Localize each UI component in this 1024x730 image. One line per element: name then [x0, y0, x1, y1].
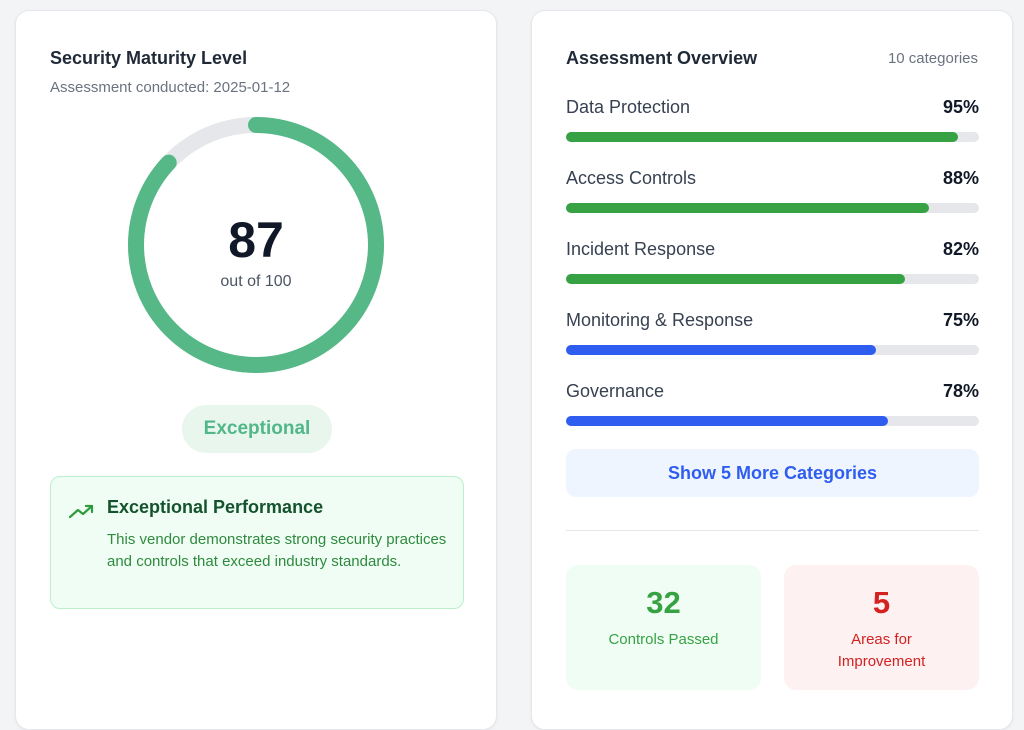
- stat-label: Areas for Improvement: [837, 631, 926, 670]
- stat-value: 5: [872, 585, 891, 620]
- callout-title: Exceptional Performance: [107, 497, 324, 517]
- score-ring: [128, 117, 384, 373]
- progress-track: [566, 203, 979, 213]
- stat-label: Controls Passed: [608, 631, 719, 648]
- category-label: Incident Response: [566, 239, 716, 259]
- trending-up-icon: [69, 504, 94, 519]
- progress-track: [566, 416, 979, 426]
- category-label: Data Protection: [566, 97, 691, 117]
- category-label: Monitoring & Response: [566, 310, 754, 330]
- stat-areas-for-improvement: 5 Areas for Improvement: [784, 565, 979, 690]
- progress-track: [566, 132, 979, 142]
- progress-track: [566, 274, 979, 284]
- progress-fill: [566, 274, 905, 284]
- card-title: Assessment Overview: [566, 48, 758, 68]
- divider: [566, 530, 979, 531]
- category-percent: 78%: [942, 381, 979, 401]
- security-maturity-card: Security Maturity Level Assessment condu…: [15, 10, 497, 730]
- card-title: Security Maturity Level: [50, 48, 248, 68]
- stat-value: 32: [646, 585, 681, 620]
- maturity-badge: Exceptional: [182, 405, 332, 453]
- ring-fill: [128, 117, 384, 373]
- show-more-categories-button[interactable]: Show 5 More Categories: [566, 449, 979, 497]
- category-count: 10 categories: [887, 50, 978, 67]
- score-max-label: out of 100: [220, 273, 292, 290]
- performance-callout: Exceptional Performance This vendor demo…: [50, 476, 464, 609]
- stat-controls-passed: 32 Controls Passed: [566, 565, 761, 690]
- score-value: 87: [228, 212, 284, 268]
- progress-fill: [566, 416, 889, 426]
- progress-track: [566, 345, 979, 355]
- category-label: Governance: [566, 381, 665, 401]
- category-percent: 95%: [942, 97, 979, 117]
- progress-fill: [566, 132, 959, 142]
- category-percent: 75%: [942, 310, 979, 330]
- progress-fill: [566, 203, 930, 213]
- category-percent: 88%: [942, 168, 979, 188]
- category-percent: 82%: [942, 239, 979, 259]
- progress-fill: [566, 345, 876, 355]
- assessment-date: Assessment conducted: 2025-01-12: [50, 79, 291, 96]
- category-label: Access Controls: [566, 168, 697, 188]
- assessment-overview-card: Assessment Overview 10 categories Data P…: [531, 10, 1013, 730]
- callout-text: This vendor demonstrates strong security…: [107, 531, 447, 570]
